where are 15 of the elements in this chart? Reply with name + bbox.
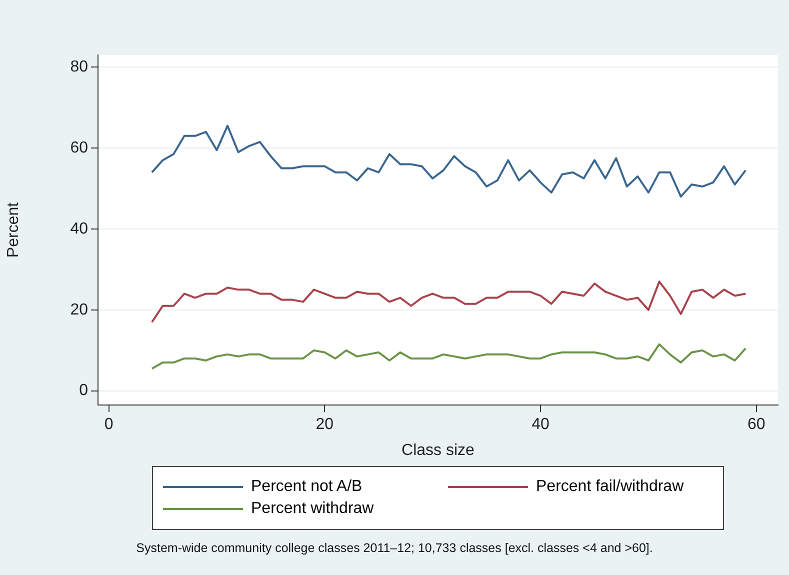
x-tick-label: 60: [748, 416, 766, 434]
x-tick-label: 40: [532, 416, 550, 434]
y-tick-label: 80: [70, 58, 88, 76]
legend-label: Percent not A/B: [251, 478, 362, 496]
y-tick-label: 20: [70, 301, 88, 318]
x-tick-label: 20: [316, 416, 334, 434]
y-tick-label: 0: [79, 382, 88, 400]
x-tick-label: 0: [104, 416, 114, 434]
legend-label: Percent withdraw: [251, 500, 374, 518]
y-tick-label: 40: [70, 220, 88, 238]
y-tick-label: 60: [70, 139, 88, 156]
y-axis-title: Percent: [5, 202, 22, 258]
text: System-wide community college classes 2011–12; 10,733 classes [excl. classes <4 and >60].: [135, 541, 654, 555]
legend-label: Percent fail/withdraw: [536, 478, 684, 496]
x-axis-title: Class size: [402, 442, 475, 459]
